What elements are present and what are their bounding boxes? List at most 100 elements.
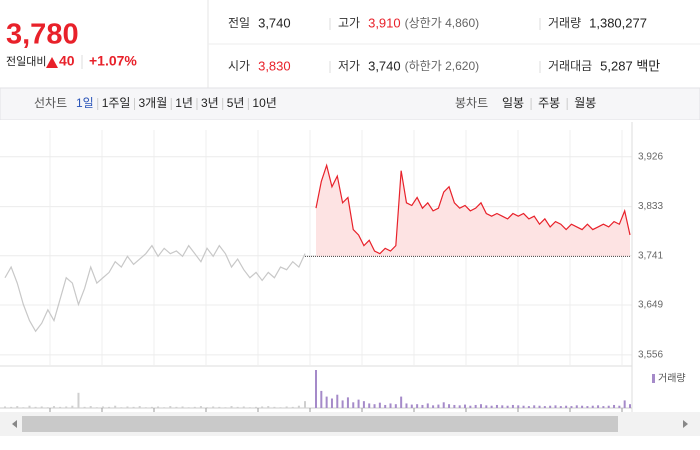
info-note: (상한가 4,860) (405, 16, 479, 30)
volume-bar (267, 406, 270, 408)
volume-bar (212, 406, 215, 408)
volume-bar (474, 404, 477, 408)
volume-bar (193, 406, 196, 408)
change-rate: +1.07% (89, 53, 137, 69)
volume-bar (405, 403, 408, 408)
volume-bar (511, 404, 514, 408)
tab[interactable]: 10년 (252, 96, 276, 110)
info-value: 1,380,277 (589, 15, 647, 30)
volume-bar (602, 406, 605, 408)
volume-bar (77, 392, 80, 408)
volume-bar (421, 404, 424, 408)
info-label: 전일 (228, 16, 250, 30)
info-label: 저가 (338, 59, 360, 73)
volume-bar (501, 405, 504, 408)
tab[interactable]: 1주일 (102, 96, 131, 110)
tab[interactable]: 3년 (201, 96, 219, 110)
volume-bar (559, 406, 562, 408)
volume-bar (437, 404, 440, 408)
volume-bar (230, 406, 233, 408)
volume-bar (373, 404, 376, 408)
volume-bar (549, 405, 552, 408)
volume-bar (565, 405, 568, 408)
volume-bar (175, 406, 178, 408)
volume-bar (320, 390, 323, 408)
tab[interactable]: 일봉 (502, 96, 524, 110)
volume-bar (426, 403, 429, 408)
volume-bar (517, 405, 520, 408)
volume-bar (400, 396, 403, 408)
volume-bar (570, 406, 573, 408)
volume-bar (157, 406, 160, 408)
y-tick-label: 3,833 (638, 201, 663, 212)
volume-bar (71, 405, 74, 408)
volume-bar (285, 406, 288, 408)
tab[interactable]: 1년 (175, 96, 193, 110)
volume-bar (255, 406, 258, 408)
tab[interactable]: 주봉 (538, 96, 560, 110)
volume-bar (28, 405, 31, 408)
volume-bar (453, 404, 456, 408)
y-tick-label: 3,926 (638, 151, 663, 162)
volume-bar (101, 406, 104, 408)
volume-bar (623, 400, 626, 408)
volume-bar (575, 405, 578, 408)
volume-bar (378, 402, 381, 408)
volume-bar (613, 404, 616, 408)
volume-bar (357, 399, 360, 408)
volume-bar (187, 407, 190, 408)
volume-bar (591, 405, 594, 408)
chart-bg (0, 120, 700, 412)
tab[interactable]: 1일 (76, 96, 94, 110)
volume-bar (330, 398, 333, 408)
area-fill (316, 165, 630, 257)
volume-bar (236, 406, 239, 408)
tab[interactable]: 월봉 (574, 96, 596, 110)
tab-group-label: 봉차트 (455, 96, 488, 110)
scroll-left[interactable] (12, 420, 17, 428)
volume-bar (4, 406, 6, 408)
volume-bar (206, 407, 209, 408)
y-tick-label: 3,741 (638, 250, 663, 261)
price: 3,780 (6, 19, 79, 51)
volume-bar (83, 406, 86, 408)
up-arrow (46, 57, 58, 68)
tab-group-label: 선차트 (34, 96, 67, 110)
volume-bar (138, 406, 141, 408)
volume-bar (458, 405, 461, 408)
volume-bar (346, 397, 349, 408)
volume-bar (108, 406, 111, 408)
volume-bar (65, 406, 68, 408)
volume-bar (543, 406, 546, 408)
volume-bar (95, 407, 98, 408)
volume-bar (120, 407, 123, 408)
volume-bar (336, 394, 339, 408)
volume-bar (291, 406, 294, 408)
volume-bar (279, 407, 282, 408)
volume-bar (248, 407, 251, 408)
info-label: 거래량 (548, 16, 581, 30)
scroll-thumb[interactable] (22, 416, 618, 432)
tabs: 선차트 1일 1주일 3개월 1년 3년 5년 10년 봉차트 일봉 주봉 월봉 (34, 96, 596, 110)
info-label: 시가 (228, 59, 250, 73)
volume-bar (169, 406, 172, 408)
volume-bar (114, 405, 117, 408)
scroll-right[interactable] (683, 420, 688, 428)
volume-bar (629, 404, 631, 408)
volume-bar (464, 404, 467, 408)
volume-bar (325, 396, 328, 408)
volume-bar (341, 400, 344, 408)
price-line (4, 244, 306, 333)
volume-bar (410, 404, 413, 408)
info-value: 3,740 (368, 58, 401, 73)
y-tick-label: 3,556 (638, 349, 663, 360)
volume-bar (527, 406, 530, 408)
volume-bar (315, 370, 317, 408)
volume-bar (89, 406, 92, 408)
tab[interactable]: 3개월 (138, 96, 167, 110)
volume-bar (52, 406, 55, 408)
tab[interactable]: 5년 (227, 96, 245, 110)
volume-bar (485, 405, 488, 408)
volume-bar (581, 405, 584, 408)
